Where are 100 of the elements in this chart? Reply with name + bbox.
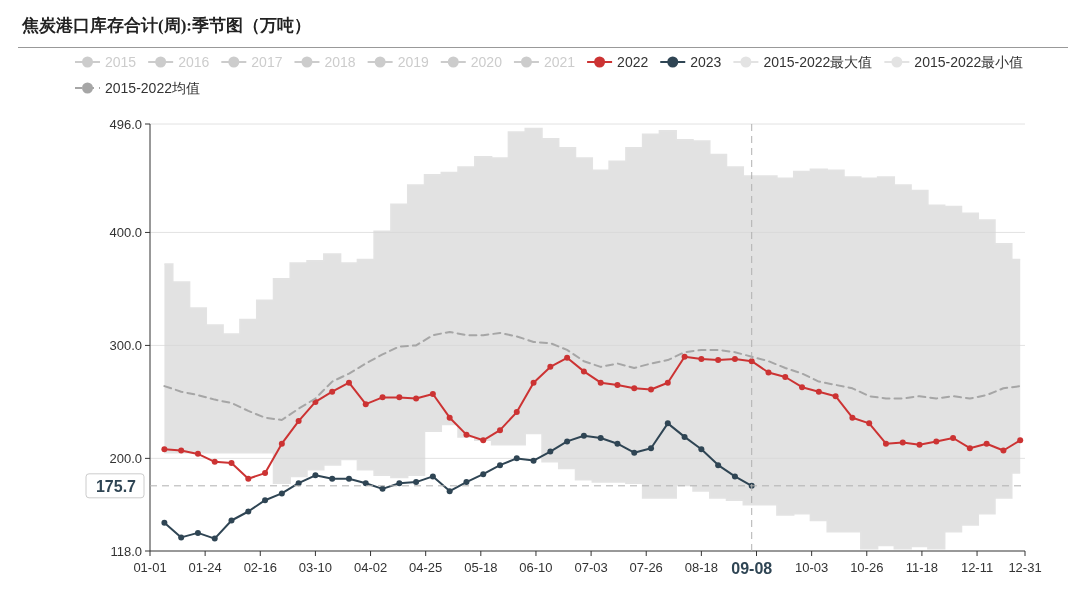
point (547, 363, 554, 370)
point (379, 485, 386, 492)
x-tick-label: 04-02 (353, 560, 388, 575)
point (597, 379, 604, 386)
point (178, 447, 185, 454)
point (480, 471, 487, 478)
point (748, 358, 755, 365)
point (866, 420, 873, 427)
x-tick-label: 10-03 (795, 560, 829, 575)
point (799, 384, 806, 391)
point (345, 379, 352, 386)
point (782, 374, 789, 381)
point (530, 457, 537, 464)
point (446, 488, 453, 495)
point (295, 418, 302, 425)
x-tick-label: 11-18 (905, 560, 939, 575)
point (245, 475, 252, 482)
point (950, 435, 957, 442)
point (832, 393, 839, 400)
point (161, 446, 168, 453)
point (530, 379, 537, 386)
point (849, 414, 856, 421)
point (194, 450, 201, 457)
x-tick-label: 07-03 (574, 560, 608, 575)
point (211, 458, 218, 465)
point (312, 472, 319, 479)
point (228, 517, 235, 524)
point (513, 409, 520, 416)
point (597, 435, 604, 442)
point (648, 386, 655, 393)
point (396, 480, 403, 487)
point (345, 475, 352, 482)
x-tick-label: 07-26 (629, 560, 663, 575)
point (278, 440, 285, 447)
point (362, 401, 369, 408)
point (379, 394, 386, 401)
point (715, 462, 722, 469)
point (614, 381, 621, 388)
y-tick-label: 496.0 (109, 116, 142, 132)
x-tick-label: 06-10 (519, 560, 553, 575)
point (698, 446, 705, 453)
point (631, 385, 638, 392)
point (329, 475, 336, 482)
point (480, 437, 487, 444)
point (262, 470, 269, 477)
x-tick-label: 05-18 (464, 560, 498, 575)
ref-line-label: 09-08 (731, 560, 773, 577)
point (933, 438, 940, 445)
y-tick-label: 200.0 (109, 450, 142, 466)
x-tick-label: 02-16 (243, 560, 277, 575)
point (178, 534, 185, 541)
x-tick-label: 10-26 (850, 560, 884, 575)
x-tick-label: 01-01 (133, 560, 167, 575)
point (463, 431, 470, 438)
point (413, 395, 420, 402)
point (446, 414, 453, 421)
point (497, 427, 503, 434)
point (362, 480, 369, 487)
legend-label: 2015-2022均值 (105, 80, 200, 96)
point (513, 455, 520, 462)
y-tick-label: 118.0 (110, 543, 142, 559)
legend-label: 2022 (617, 54, 649, 70)
point (228, 459, 235, 466)
point (396, 394, 403, 401)
point (1017, 437, 1024, 444)
point (966, 445, 973, 452)
chart-title: 焦炭港口库存合计(周):季节图（万吨） (21, 16, 311, 35)
point (698, 355, 705, 362)
point (648, 445, 655, 452)
point (245, 508, 252, 515)
point (765, 369, 772, 376)
x-tick-label: 12-31 (1008, 560, 1042, 575)
point (983, 440, 990, 447)
point (715, 357, 722, 364)
ref-line-label: 175.7 (95, 477, 137, 495)
point (731, 355, 738, 362)
x-tick-label: 01-24 (188, 560, 222, 575)
point (547, 448, 554, 455)
point (664, 379, 671, 386)
point (1000, 447, 1007, 454)
point (614, 440, 621, 447)
point (916, 441, 923, 448)
point (631, 449, 638, 456)
y-tick-label: 400.0 (109, 224, 142, 240)
legend-label: 2015-2022最大值 (763, 54, 873, 70)
point (564, 438, 571, 445)
point (681, 353, 688, 360)
point (899, 439, 906, 446)
y-tick-label: 300.0 (109, 337, 142, 353)
point (681, 433, 688, 440)
point (429, 473, 436, 480)
legend-label: 2023 (690, 54, 722, 70)
point (278, 490, 285, 497)
point (161, 519, 168, 526)
point (262, 497, 269, 504)
x-tick-label: 08-18 (684, 560, 718, 575)
point (815, 388, 822, 395)
point (329, 388, 336, 395)
point (194, 529, 201, 536)
point (564, 354, 571, 361)
